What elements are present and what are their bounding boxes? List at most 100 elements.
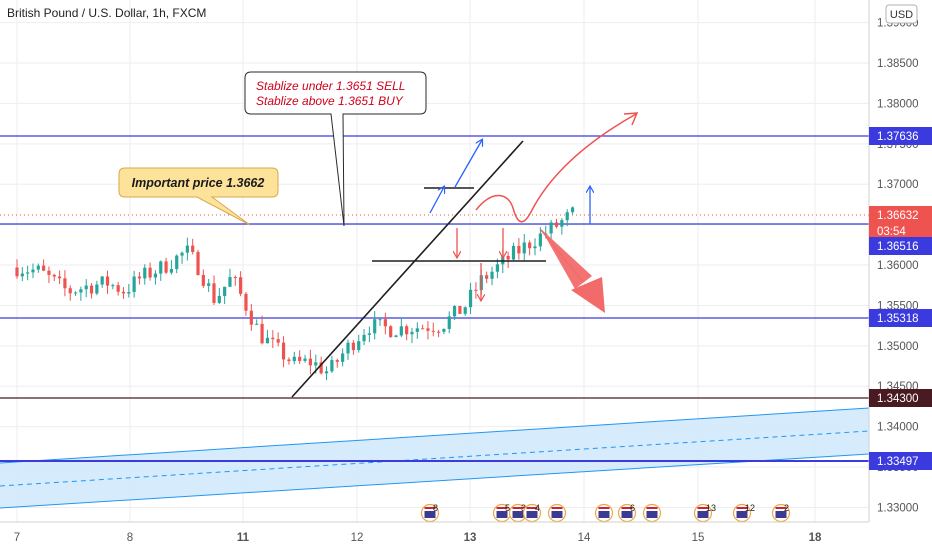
candle <box>458 305 462 314</box>
candle <box>330 360 334 372</box>
candle <box>341 353 345 362</box>
important-price-callout[interactable]: Important price 1.3662 <box>118 167 279 226</box>
candle <box>175 255 179 270</box>
candle <box>244 293 248 311</box>
candle <box>442 328 446 332</box>
candle <box>522 242 526 254</box>
candle <box>405 326 409 335</box>
event-flag-icon <box>642 503 662 523</box>
event-count: 12 <box>745 503 755 513</box>
currency-button[interactable]: USD <box>885 4 918 24</box>
candle <box>217 295 221 303</box>
candle <box>528 242 532 249</box>
candle <box>212 283 216 303</box>
candle <box>319 362 323 374</box>
candle <box>127 292 131 294</box>
candle <box>287 359 291 362</box>
event-markers[interactable]: 8 5 3 4 6 13 12 2 <box>420 503 791 523</box>
price-tag-channel: 1.33497 <box>869 452 932 470</box>
time-tick-label: 14 <box>578 532 591 544</box>
event-flag-icon: 3 <box>508 503 528 523</box>
uptrend-line[interactable] <box>291 140 524 398</box>
event-count: 13 <box>706 503 716 513</box>
price-tick-label: 1.34000 <box>877 422 919 434</box>
price-tick-label: 1.38500 <box>877 58 919 70</box>
candle <box>298 356 302 361</box>
candle <box>292 356 296 362</box>
candle <box>52 274 56 277</box>
projection-curve[interactable] <box>475 113 637 223</box>
event-count: 5 <box>505 503 510 513</box>
channel-upper-line <box>0 407 870 464</box>
candle <box>153 273 158 278</box>
candle <box>47 270 51 275</box>
channel-mid-line <box>0 430 870 487</box>
candle <box>571 207 575 213</box>
candle <box>180 252 184 256</box>
candle <box>260 323 264 344</box>
candle <box>95 284 99 294</box>
candle <box>185 245 189 253</box>
candle <box>26 272 30 274</box>
event-flag-icon <box>594 503 614 523</box>
event-flag-icon: 2 <box>771 503 791 523</box>
price-tick-label: 1.35000 <box>877 341 919 353</box>
candle <box>468 289 473 308</box>
candle <box>308 358 313 366</box>
event-count: 6 <box>630 503 635 513</box>
candle <box>255 323 259 325</box>
candle <box>362 334 366 342</box>
candle <box>169 269 173 273</box>
blue-arrow-1[interactable] <box>429 187 444 214</box>
bar-countdown: 03:54 <box>877 226 906 238</box>
candle <box>63 278 67 289</box>
trade-note-callout[interactable]: Stablize under 1.3651 SELL Stablize abov… <box>244 71 427 227</box>
candle <box>159 261 163 274</box>
candle <box>223 286 227 296</box>
event-count: 4 <box>535 503 540 513</box>
candle <box>20 273 24 277</box>
candle <box>132 276 136 293</box>
price-tag-mid: 1.36516 <box>869 237 932 255</box>
candle <box>314 362 318 366</box>
candle <box>111 285 115 287</box>
candle <box>357 341 361 351</box>
candle <box>57 276 62 279</box>
svg-text:USD: USD <box>890 9 913 21</box>
important-price-text: Important price 1.3662 <box>132 176 265 190</box>
candle <box>436 331 441 333</box>
candle <box>485 275 489 279</box>
svg-text:1.35318: 1.35318 <box>877 313 919 325</box>
candle <box>447 316 451 329</box>
candle <box>271 337 275 340</box>
candle <box>84 285 88 290</box>
candle <box>100 276 104 285</box>
candle <box>463 307 467 314</box>
big-down-arrow[interactable] <box>540 229 605 313</box>
time-tick-label: 8 <box>127 532 133 544</box>
candle <box>79 289 83 293</box>
candle <box>426 328 430 331</box>
candle <box>239 277 243 294</box>
event-flag-icon: 6 <box>617 503 637 523</box>
price-tag-top: 1.37636 <box>869 127 932 145</box>
candle <box>191 245 195 253</box>
candle <box>89 285 94 294</box>
candle <box>431 330 435 332</box>
candle <box>207 283 211 286</box>
blue-arrow-2[interactable] <box>454 140 482 188</box>
time-tick-label: 18 <box>809 532 822 544</box>
trade-note-line2: Stablize above 1.3651 BUY <box>256 94 404 108</box>
price-tick-label: 1.37000 <box>877 179 919 191</box>
candle <box>452 305 457 317</box>
event-count: 2 <box>784 503 789 513</box>
time-tick-label: 15 <box>692 532 705 544</box>
candle <box>105 276 110 286</box>
candle <box>249 310 253 325</box>
candle <box>549 222 553 234</box>
candle <box>201 274 205 286</box>
candle <box>367 333 371 335</box>
candle <box>410 331 414 335</box>
time-axis-ticks: 7 8 11 12 13 14 15 18 <box>14 532 822 544</box>
